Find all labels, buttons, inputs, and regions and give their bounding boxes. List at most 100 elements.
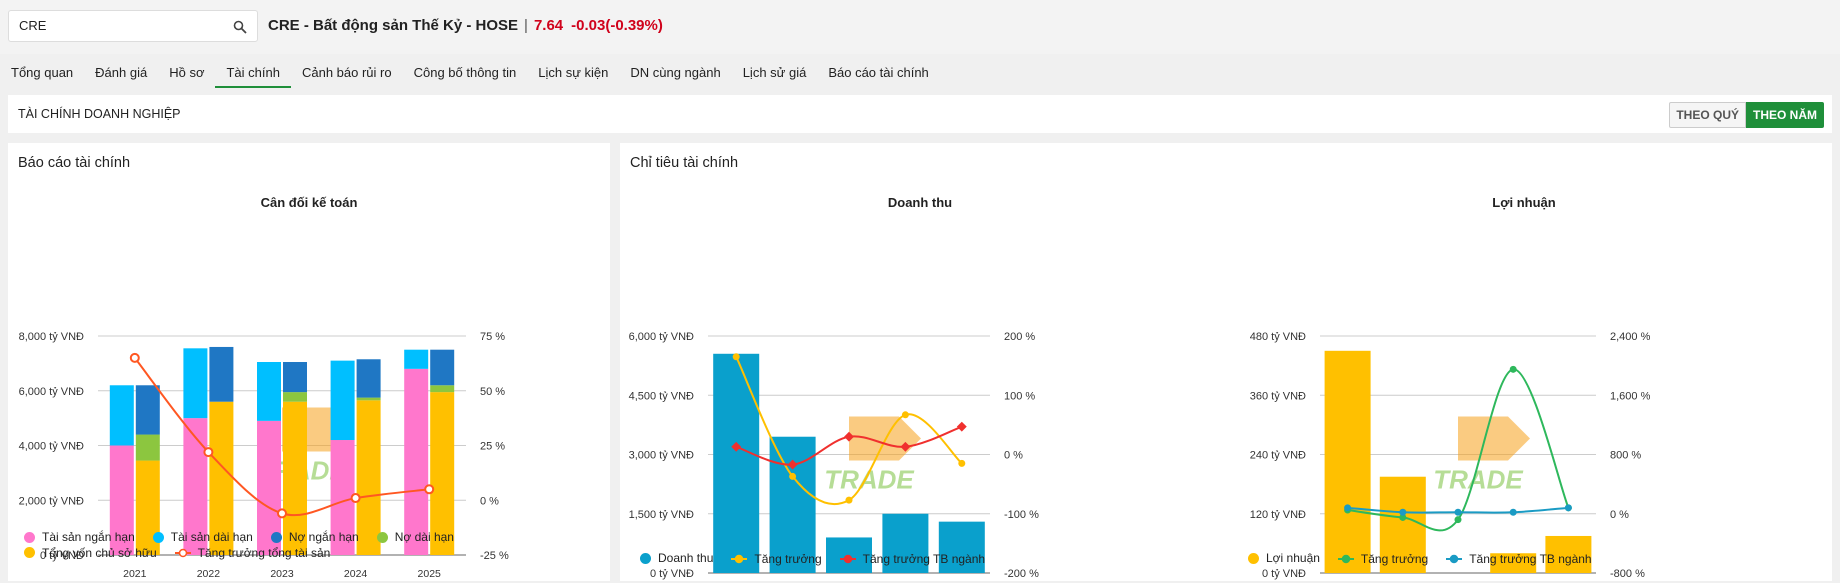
legend-item[interactable]: Tăng trưởng tổng tài sản bbox=[174, 546, 331, 560]
watermark-logo: TRADE bbox=[824, 416, 921, 495]
y-tick-label: 360 tỷ VNĐ bbox=[1250, 390, 1306, 402]
line-point bbox=[1399, 508, 1407, 516]
legend-label: Tăng trưởng bbox=[754, 551, 822, 566]
legend-line-swatch bbox=[174, 548, 191, 558]
bar-segment bbox=[356, 397, 381, 401]
tab-6[interactable]: Công bố thông tin bbox=[413, 65, 517, 80]
legend-swatch bbox=[24, 531, 35, 543]
tab-3[interactable]: Hồ sơ bbox=[169, 65, 205, 80]
legend-item[interactable]: Nợ ngắn hạn bbox=[270, 530, 359, 544]
bar-segment bbox=[209, 346, 234, 402]
y2-tick-label: 100 % bbox=[1004, 390, 1035, 402]
bar bbox=[938, 521, 985, 573]
legend-label: Tài sản ngắn hạn bbox=[42, 530, 135, 544]
revenue-legend: Doanh thu Tăng trưởng Tăng trưởng TB ngành bbox=[640, 551, 1200, 567]
y2-tick-label: -800 % bbox=[1610, 568, 1645, 580]
x-tick-label: 2025 bbox=[418, 568, 442, 580]
line-point bbox=[424, 484, 435, 495]
y-tick-label: 0 tỷ VNĐ bbox=[650, 568, 694, 580]
bar-segment bbox=[283, 401, 307, 555]
stock-header: CRE - Bất động sản Thế Kỷ - HOSE | 7.64 -0.… bbox=[268, 17, 663, 34]
bar-segment bbox=[109, 445, 134, 555]
y-tick-label: 480 tỷ VNĐ bbox=[1250, 331, 1306, 343]
bar bbox=[1490, 553, 1537, 573]
tab-10[interactable]: Báo cáo tài chính bbox=[828, 65, 929, 80]
legend-line-swatch bbox=[839, 554, 856, 563]
profit-chart: 480 tỷ VNĐ 2,400 % 360 tỷ VNĐ 1,600 % 240 tỷ… bbox=[1250, 331, 1651, 580]
tab-bar: Tổng quan Đánh giá Hồ sơ Tài chính Cảnh báo … bbox=[0, 58, 940, 90]
left-panel-title: Báo cáo tài chính bbox=[18, 155, 131, 171]
legend-swatch bbox=[1248, 552, 1259, 564]
period-toggle: THEO QUÝ THEO NĂM bbox=[1669, 102, 1824, 128]
line-point bbox=[900, 441, 911, 452]
watermark-text: TRADE bbox=[1433, 465, 1523, 495]
bar-segment bbox=[330, 360, 355, 441]
y2-tick-label: 200 % bbox=[1004, 331, 1035, 343]
revenue-chart-title: Doanh thu bbox=[887, 195, 953, 210]
y-tick-label: 4,500 tỷ VNĐ bbox=[629, 390, 694, 402]
legend-item[interactable]: Tăng trưởng bbox=[1337, 552, 1428, 566]
search-input[interactable] bbox=[19, 18, 219, 33]
bar-segment bbox=[109, 385, 134, 446]
watermark-arrow bbox=[1458, 416, 1530, 461]
legend-label: Nợ ngắn hạn bbox=[288, 530, 359, 544]
bar-segment bbox=[135, 434, 160, 461]
bar-segment bbox=[356, 359, 381, 398]
bar-segment bbox=[356, 400, 381, 555]
bar bbox=[713, 353, 760, 573]
y2-tick-label: -100 % bbox=[1004, 509, 1039, 521]
legend-label: Doanh thu bbox=[658, 551, 714, 565]
legend-swatch bbox=[24, 547, 35, 558]
tab-8[interactable]: DN cùng ngành bbox=[630, 65, 721, 80]
search-icon[interactable] bbox=[233, 20, 247, 34]
bar-segment bbox=[330, 440, 355, 555]
toggle-year-button[interactable]: THEO NĂM bbox=[1746, 102, 1824, 128]
tab-4[interactable]: Tài chính bbox=[215, 58, 291, 88]
tab-1[interactable]: Tổng quan bbox=[11, 65, 74, 80]
y-tick-label: 1,500 tỷ VNĐ bbox=[629, 509, 694, 521]
stock-change: -0.03(-0.39%) bbox=[571, 17, 663, 34]
balance-sheet-chart: 8,000 tỷ VNĐ 75 % 6,000 tỷ VNĐ 50 % 4,000 tỷ… bbox=[19, 331, 509, 580]
right-panel-title: Chỉ tiêu tài chính bbox=[630, 155, 739, 171]
balance-chart-title: Cân đối kế toán bbox=[260, 195, 358, 210]
legend-item[interactable]: Nợ dài hạn bbox=[376, 530, 454, 544]
line-point bbox=[1564, 504, 1572, 512]
line-point bbox=[1509, 365, 1517, 373]
y2-tick-label: 50 % bbox=[480, 386, 505, 398]
bar-segment bbox=[404, 349, 429, 369]
y-tick-label: 6,000 tỷ VNĐ bbox=[19, 386, 84, 398]
legend-item[interactable]: Lợi nhuận bbox=[1248, 551, 1320, 565]
tab-5[interactable]: Cảnh báo rủi ro bbox=[301, 65, 392, 80]
balance-legend: Tài sản ngắn hạn Tài sản dài hạn Nợ ngắn h… bbox=[24, 530, 584, 561]
bar bbox=[1379, 476, 1426, 573]
legend-item[interactable]: Tài sản dài hạn bbox=[152, 530, 253, 544]
left-panel: Báo cáo tài chính Cân đối kế toán 8,000 … bbox=[8, 143, 610, 581]
legend-item[interactable]: Tổng vốn chủ sở hữu bbox=[24, 546, 157, 560]
legend-item[interactable]: Tăng trưởng TB ngành bbox=[1446, 551, 1592, 566]
bar-segment bbox=[430, 392, 455, 555]
section-label: TÀI CHÍNH DOANH NGHIỆP bbox=[18, 107, 181, 121]
search-box[interactable] bbox=[8, 10, 258, 42]
y-tick-label: 0 tỷ VNĐ bbox=[1262, 568, 1306, 580]
legend-label: Lợi nhuận bbox=[1266, 551, 1320, 565]
tab-7[interactable]: Lịch sự kiện bbox=[538, 65, 609, 80]
legend-item[interactable]: Doanh thu bbox=[640, 551, 713, 565]
x-tick-label: 2024 bbox=[344, 568, 368, 580]
line-point bbox=[958, 459, 966, 467]
legend-item[interactable]: Tài sản ngắn hạn bbox=[24, 530, 135, 544]
y-tick-label: 4,000 tỷ VNĐ bbox=[19, 441, 84, 453]
legend-label: Tăng trưởng tổng tài sản bbox=[197, 546, 331, 560]
y-tick-label: 120 tỷ VNĐ bbox=[1250, 509, 1306, 521]
tab-9[interactable]: Lịch sử giá bbox=[742, 65, 807, 80]
profit-legend: Lợi nhuận Tăng trưởng Tăng trưởng TB ngành bbox=[1248, 551, 1808, 567]
line-point bbox=[901, 411, 909, 419]
legend-item[interactable]: Tăng trưởng TB ngành bbox=[839, 552, 985, 566]
legend-label: Nợ dài hạn bbox=[394, 530, 454, 544]
tab-2[interactable]: Đánh giá bbox=[95, 65, 148, 80]
legend-label: Tăng trưởng TB ngành bbox=[1469, 551, 1592, 566]
line-point bbox=[350, 493, 361, 504]
y2-tick-label: 0 % bbox=[1610, 509, 1629, 521]
legend-item[interactable]: Tăng trưởng bbox=[731, 551, 822, 566]
line-point bbox=[789, 472, 797, 480]
toggle-quarter-button[interactable]: THEO QUÝ bbox=[1669, 102, 1746, 128]
